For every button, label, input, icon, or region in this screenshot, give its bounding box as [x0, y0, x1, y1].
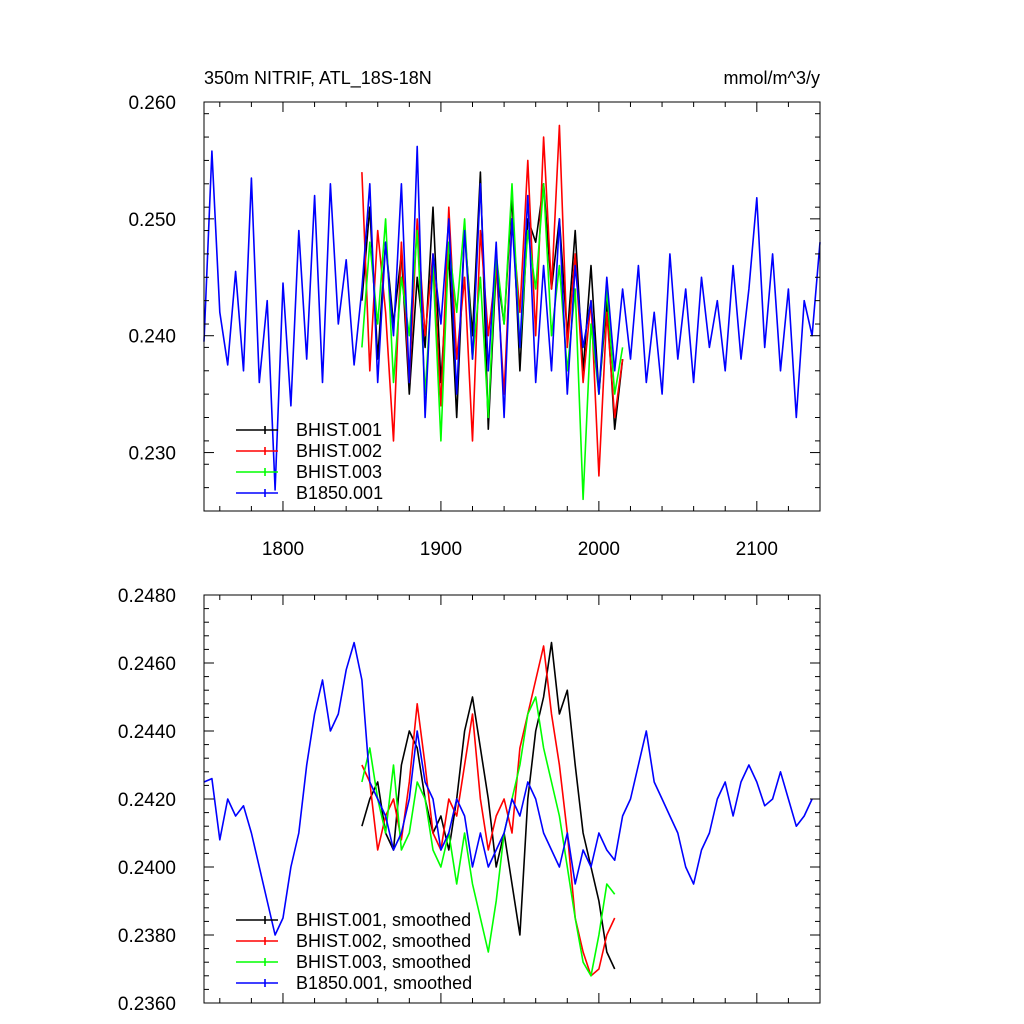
y-tick-label: 0.2380 [118, 926, 176, 947]
y-tick-label: 0.240 [128, 327, 176, 348]
x-tick-label: 1800 [262, 539, 304, 560]
legend-label: B1850.001 [296, 483, 383, 503]
x-tick-label: 2100 [736, 539, 778, 560]
y-tick-label: 0.2480 [118, 586, 176, 607]
y-tick-label: 0.260 [128, 93, 176, 114]
series-line-b1850-001-smoothed [203, 641, 813, 936]
legend-label: BHIST.001 [296, 420, 382, 440]
legend-label: B1850.001, smoothed [296, 973, 472, 993]
y-tick-label: 0.2460 [118, 654, 176, 675]
legend-label: BHIST.003 [296, 462, 382, 482]
x-tick-label: 1900 [420, 539, 462, 560]
y-tick-label: 0.2400 [118, 858, 176, 879]
y-tick-label: 0.2360 [118, 994, 176, 1015]
legend-label: BHIST.002, smoothed [296, 931, 471, 951]
panel-top: 350m NITRIF, ATL_18S-18N mmol/m^3/y 1800… [128, 68, 821, 560]
y-tick-label: 0.230 [128, 444, 176, 465]
y-tick-label: 0.2420 [118, 790, 176, 811]
legend-label: BHIST.002 [296, 441, 382, 461]
chart-title: 350m NITRIF, ATL_18S-18N [204, 68, 432, 89]
plot-frame [203, 101, 821, 512]
units-label: mmol/m^3/y [724, 68, 820, 88]
panel-bottom: 0.2360 0.2380 0.2400 0.2420 0.2440 0.2460 0.24… [118, 586, 821, 1015]
legend-label: BHIST.001, smoothed [296, 910, 471, 930]
series-line-bhist-003-smoothed [361, 696, 616, 977]
legend-label: BHIST.003, smoothed [296, 952, 471, 972]
x-tick-label: 2000 [578, 539, 620, 560]
series-line-bhist-001-smoothed [361, 641, 616, 970]
series-line-b1850-001 [203, 145, 821, 491]
y-tick-label: 0.2440 [118, 722, 176, 743]
y-tick-label: 0.250 [128, 210, 176, 231]
series-line-bhist-003 [361, 183, 624, 501]
